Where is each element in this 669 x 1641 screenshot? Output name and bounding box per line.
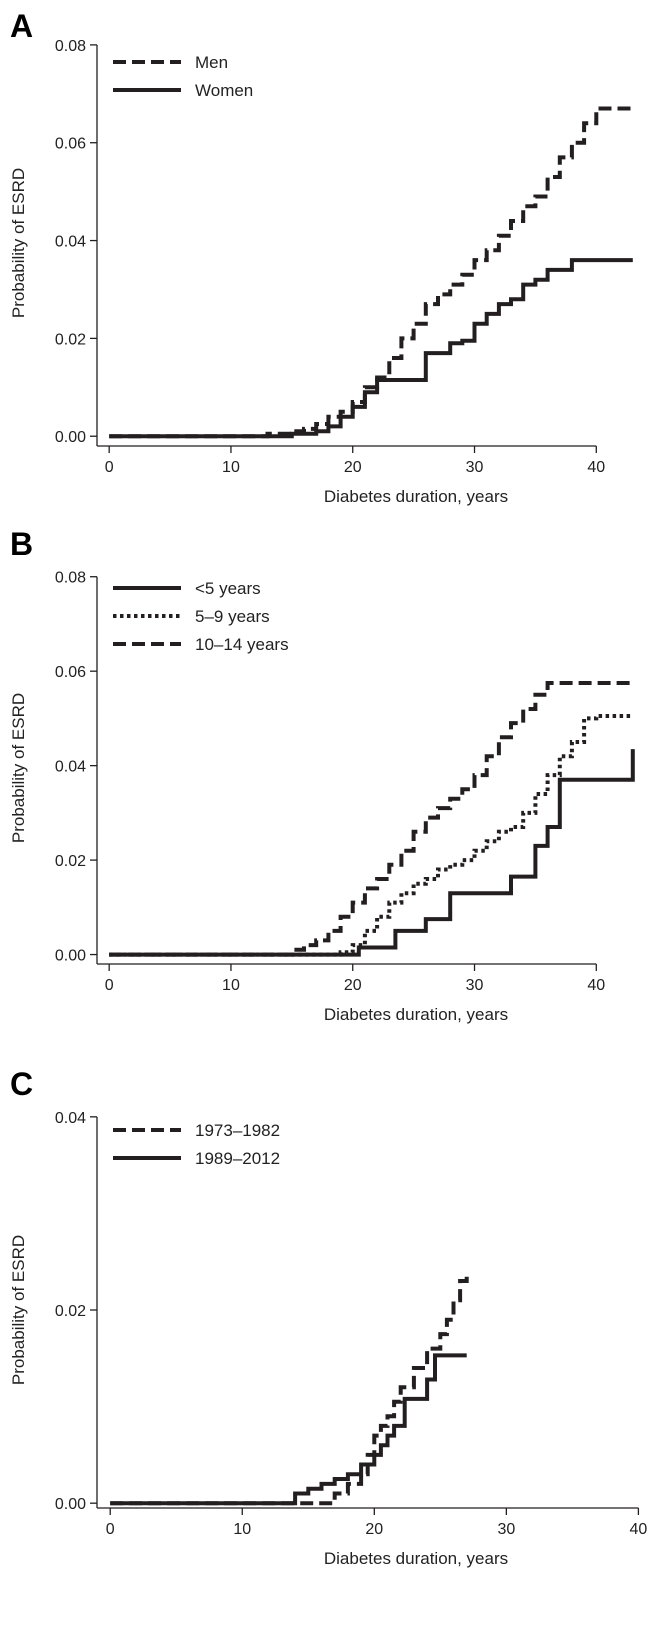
x-tick-label: 40 bbox=[587, 459, 605, 476]
y-tick-label: 0.04 bbox=[55, 234, 86, 251]
x-tick-label: 20 bbox=[344, 977, 362, 994]
x-tick-label: 10 bbox=[222, 977, 240, 994]
x-tick-label: 20 bbox=[365, 1521, 383, 1538]
y-tick-label: 0.00 bbox=[55, 948, 86, 965]
y-tick-label: 0.02 bbox=[55, 853, 86, 870]
legend-label: 1973–1982 bbox=[195, 1121, 280, 1140]
y-tick-label: 0.02 bbox=[55, 1303, 86, 1320]
y-tick-label: 0.04 bbox=[55, 759, 86, 776]
legend-label: 5–9 years bbox=[195, 607, 270, 626]
chart-a: 0.00 0.02 0.04 0.06 0.08 0 10 20 30 40 Diabetes du… bbox=[9, 38, 633, 506]
x-axis-label: Diabetes duration, years bbox=[324, 487, 508, 506]
y-tick-label: 0.06 bbox=[55, 136, 86, 153]
chart-panel-a: A 0.00 0.02 0.04 0.06 0.08 0 10 20 30 40 Diabetes … bbox=[0, 0, 669, 530]
x-tick-label: 10 bbox=[233, 1521, 251, 1538]
chart-panel-b: B 0.00 0.02 0.04 0.06 0.08 0 10 20 30 40 Diabetes … bbox=[0, 526, 669, 1066]
x-tick-label: 0 bbox=[105, 459, 114, 476]
x-tick-label: 20 bbox=[344, 459, 362, 476]
x-axis-label: Diabetes duration, years bbox=[324, 1549, 508, 1568]
y-axis-label: Probability of ESRD bbox=[9, 693, 28, 843]
y-tick-label: 0.00 bbox=[55, 1496, 86, 1513]
series-line bbox=[109, 258, 633, 439]
series-line bbox=[109, 714, 633, 957]
series-line bbox=[109, 681, 633, 957]
y-tick-label: 0.08 bbox=[55, 570, 86, 587]
series-line bbox=[110, 1271, 469, 1506]
series-line bbox=[110, 1353, 467, 1506]
series-line bbox=[109, 106, 633, 439]
y-tick-label: 0.00 bbox=[55, 429, 86, 446]
x-tick-label: 10 bbox=[222, 459, 240, 476]
chart-panel-c: C 0.00 0.02 0.04 0 10 20 30 40 Diabetes duration… bbox=[0, 1062, 669, 1641]
y-axis-label: Probability of ESRD bbox=[9, 168, 28, 318]
chart-b: 0.00 0.02 0.04 0.06 0.08 0 10 20 30 40 Diabetes du… bbox=[9, 570, 635, 1024]
y-tick-label: 0.04 bbox=[55, 1110, 86, 1127]
panel-letter-b: B bbox=[10, 526, 34, 562]
legend-label: Women bbox=[195, 81, 253, 100]
x-axis-label: Diabetes duration, years bbox=[324, 1005, 508, 1024]
legend-label: 10–14 years bbox=[195, 635, 289, 654]
x-tick-label: 30 bbox=[466, 459, 484, 476]
y-tick-label: 0.08 bbox=[55, 38, 86, 55]
series-line bbox=[109, 749, 635, 957]
x-tick-label: 30 bbox=[466, 977, 484, 994]
chart-c: 0.00 0.02 0.04 0 10 20 30 40 Diabetes duration, … bbox=[9, 1110, 647, 1568]
legend-label: Men bbox=[195, 53, 228, 72]
x-tick-label: 40 bbox=[629, 1521, 647, 1538]
panel-letter-c: C bbox=[10, 1066, 34, 1102]
legend-label: <5 years bbox=[195, 579, 261, 598]
panel-letter-a: A bbox=[10, 8, 34, 44]
x-tick-label: 0 bbox=[105, 977, 114, 994]
x-tick-label: 30 bbox=[497, 1521, 515, 1538]
y-tick-label: 0.06 bbox=[55, 664, 86, 681]
x-tick-label: 40 bbox=[587, 977, 605, 994]
y-axis-label: Probability of ESRD bbox=[9, 1235, 28, 1385]
legend-label: 1989–2012 bbox=[195, 1149, 280, 1168]
y-tick-label: 0.02 bbox=[55, 331, 86, 348]
x-tick-label: 0 bbox=[106, 1521, 115, 1538]
